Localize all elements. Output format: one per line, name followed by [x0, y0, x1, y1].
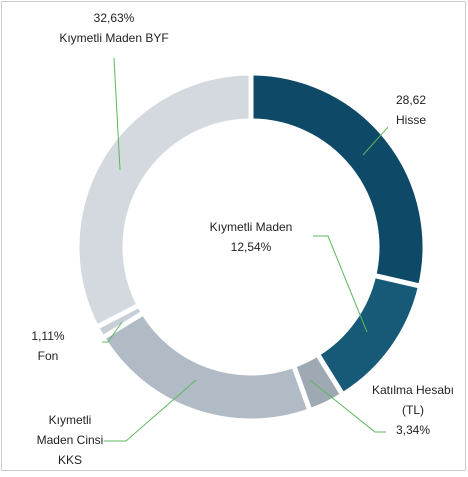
leader-line: [113, 57, 121, 171]
segment-label: 28,62 Hisse: [371, 90, 451, 130]
value-label: 1,11%: [31, 329, 65, 343]
leader-line: [102, 321, 123, 343]
leader-line: [309, 379, 386, 433]
leader-line: [104, 379, 197, 442]
leader-line: [362, 126, 389, 156]
value-label: 28,62: [395, 93, 427, 107]
donut-segment: [74, 70, 254, 331]
segment-label: 32,63% Kıymetli Maden BYF: [34, 8, 194, 48]
category-label: Hisse: [395, 113, 426, 127]
category-label: Kıymetli Maden BYF: [59, 31, 169, 45]
leader-line: [313, 235, 368, 333]
category-label: Fon: [37, 349, 59, 363]
value-label: 3,34%: [395, 423, 431, 437]
value-label: 12,54%: [230, 240, 272, 254]
donut-segment: [99, 309, 314, 424]
segment-label: Kıymetli Maden Cinsi KKS: [30, 410, 110, 470]
segment-label: 1,11% Fon: [18, 326, 78, 366]
frame: [1, 1, 466, 471]
category-label: Kıymetli Maden Cinsi KKS: [36, 413, 104, 467]
category-label: Katılma Hesabı (TL): [371, 383, 455, 417]
value-label: 32,63%: [93, 11, 135, 25]
segment-label: Kıymetli Maden 12,54%: [191, 217, 311, 257]
segment-label: Katılma Hesabı (TL) 3,34%: [363, 380, 463, 440]
leader-lines: [102, 57, 389, 442]
category-label: Kıymetli Maden: [209, 220, 293, 234]
